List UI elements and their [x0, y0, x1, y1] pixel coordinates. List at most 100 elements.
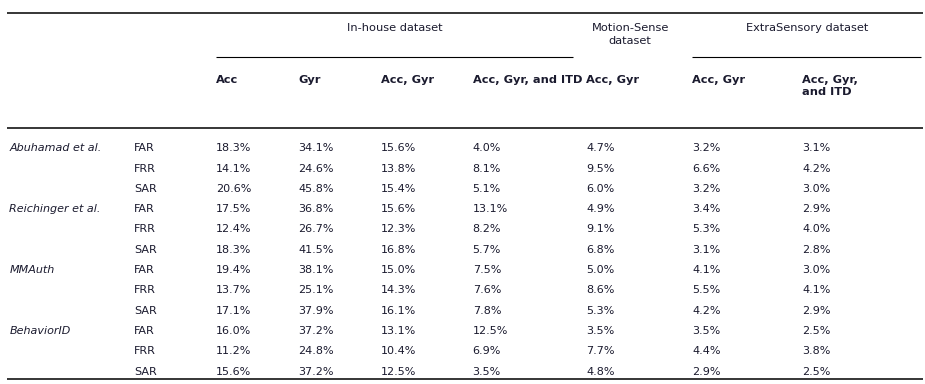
Text: 4.1%: 4.1% [693, 265, 721, 275]
Text: 12.5%: 12.5% [381, 367, 416, 377]
Text: 2.9%: 2.9% [802, 204, 831, 214]
Text: 13.1%: 13.1% [473, 204, 508, 214]
Text: 2.5%: 2.5% [802, 367, 831, 377]
Text: SAR: SAR [134, 306, 156, 316]
Text: 13.1%: 13.1% [381, 326, 416, 336]
Text: 3.4%: 3.4% [693, 204, 721, 214]
Text: 6.8%: 6.8% [586, 245, 614, 255]
Text: MMAuth: MMAuth [9, 265, 55, 275]
Text: 8.2%: 8.2% [473, 225, 501, 235]
Text: 4.2%: 4.2% [802, 164, 831, 174]
Text: 24.6%: 24.6% [299, 164, 334, 174]
Text: 4.2%: 4.2% [693, 306, 721, 316]
Text: Abuhamad et al.: Abuhamad et al. [9, 143, 102, 153]
Text: FAR: FAR [134, 326, 154, 336]
Text: 34.1%: 34.1% [299, 143, 334, 153]
Text: 4.4%: 4.4% [693, 346, 721, 356]
Text: 4.8%: 4.8% [586, 367, 614, 377]
Text: 10.4%: 10.4% [381, 346, 416, 356]
Text: Acc, Gyr: Acc, Gyr [381, 76, 434, 86]
Text: FAR: FAR [134, 143, 154, 153]
Text: 24.8%: 24.8% [299, 346, 334, 356]
Text: 7.5%: 7.5% [473, 265, 501, 275]
Text: In-house dataset: In-house dataset [347, 23, 442, 33]
Text: Acc, Gyr, and ITD: Acc, Gyr, and ITD [473, 76, 582, 86]
Text: 3.2%: 3.2% [693, 143, 721, 153]
Text: 5.3%: 5.3% [586, 306, 614, 316]
Text: FRR: FRR [134, 164, 155, 174]
Text: 9.1%: 9.1% [586, 225, 614, 235]
Text: 15.6%: 15.6% [216, 367, 252, 377]
Text: 17.5%: 17.5% [216, 204, 252, 214]
Text: ExtraSensory dataset: ExtraSensory dataset [746, 23, 868, 33]
Text: Acc, Gyr,
and ITD: Acc, Gyr, and ITD [802, 76, 858, 98]
Text: 17.1%: 17.1% [216, 306, 252, 316]
Text: 6.9%: 6.9% [473, 346, 501, 356]
Text: 16.8%: 16.8% [381, 245, 416, 255]
Text: 3.0%: 3.0% [802, 184, 831, 194]
Text: FRR: FRR [134, 346, 155, 356]
Text: 14.3%: 14.3% [381, 285, 416, 295]
Text: 25.1%: 25.1% [299, 285, 334, 295]
Text: 8.6%: 8.6% [586, 285, 614, 295]
Text: 19.4%: 19.4% [216, 265, 252, 275]
Text: 13.7%: 13.7% [216, 285, 252, 295]
Text: 13.8%: 13.8% [381, 164, 416, 174]
Text: 3.5%: 3.5% [586, 326, 614, 336]
Text: 18.3%: 18.3% [216, 245, 252, 255]
Text: SAR: SAR [134, 184, 156, 194]
Text: 7.7%: 7.7% [586, 346, 614, 356]
Text: 8.1%: 8.1% [473, 164, 501, 174]
Text: 4.0%: 4.0% [802, 225, 831, 235]
Text: 14.1%: 14.1% [216, 164, 252, 174]
Text: 6.0%: 6.0% [586, 184, 614, 194]
Text: 20.6%: 20.6% [216, 184, 252, 194]
Text: 2.9%: 2.9% [802, 306, 831, 316]
Text: 16.0%: 16.0% [216, 326, 252, 336]
Text: 3.1%: 3.1% [802, 143, 831, 153]
Text: 41.5%: 41.5% [299, 245, 334, 255]
Text: 4.0%: 4.0% [473, 143, 501, 153]
Text: 9.5%: 9.5% [586, 164, 614, 174]
Text: FRR: FRR [134, 285, 155, 295]
Text: 15.0%: 15.0% [381, 265, 416, 275]
Text: 37.2%: 37.2% [299, 367, 334, 377]
Text: 4.1%: 4.1% [802, 285, 831, 295]
Text: 2.8%: 2.8% [802, 245, 831, 255]
Text: 5.3%: 5.3% [693, 225, 721, 235]
Text: 36.8%: 36.8% [299, 204, 334, 214]
Text: 5.1%: 5.1% [473, 184, 500, 194]
Text: Motion-Sense
dataset: Motion-Sense dataset [591, 23, 669, 46]
Text: FAR: FAR [134, 204, 154, 214]
Text: 4.9%: 4.9% [586, 204, 614, 214]
Text: 7.6%: 7.6% [473, 285, 501, 295]
Text: Acc, Gyr: Acc, Gyr [586, 76, 639, 86]
Text: 12.3%: 12.3% [381, 225, 416, 235]
Text: Gyr: Gyr [299, 76, 321, 86]
Text: 4.7%: 4.7% [586, 143, 614, 153]
Text: 7.8%: 7.8% [473, 306, 501, 316]
Text: 11.2%: 11.2% [216, 346, 252, 356]
Text: 37.9%: 37.9% [299, 306, 334, 316]
Text: 45.8%: 45.8% [299, 184, 334, 194]
Text: 3.5%: 3.5% [473, 367, 500, 377]
Text: 26.7%: 26.7% [299, 225, 334, 235]
Text: Acc, Gyr: Acc, Gyr [693, 76, 746, 86]
Text: 12.5%: 12.5% [473, 326, 508, 336]
Text: Acc: Acc [216, 76, 239, 86]
Text: 2.5%: 2.5% [802, 326, 831, 336]
Text: 5.7%: 5.7% [473, 245, 501, 255]
Text: SAR: SAR [134, 367, 156, 377]
Text: FAR: FAR [134, 265, 154, 275]
Text: 16.1%: 16.1% [381, 306, 416, 316]
Text: 38.1%: 38.1% [299, 265, 334, 275]
Text: 15.6%: 15.6% [381, 143, 416, 153]
Text: BehaviorID: BehaviorID [9, 326, 70, 336]
Text: 3.8%: 3.8% [802, 346, 831, 356]
Text: 2.9%: 2.9% [693, 367, 721, 377]
Text: 5.5%: 5.5% [693, 285, 721, 295]
Text: 12.4%: 12.4% [216, 225, 252, 235]
Text: 5.0%: 5.0% [586, 265, 614, 275]
Text: 3.2%: 3.2% [693, 184, 721, 194]
Text: 37.2%: 37.2% [299, 326, 334, 336]
